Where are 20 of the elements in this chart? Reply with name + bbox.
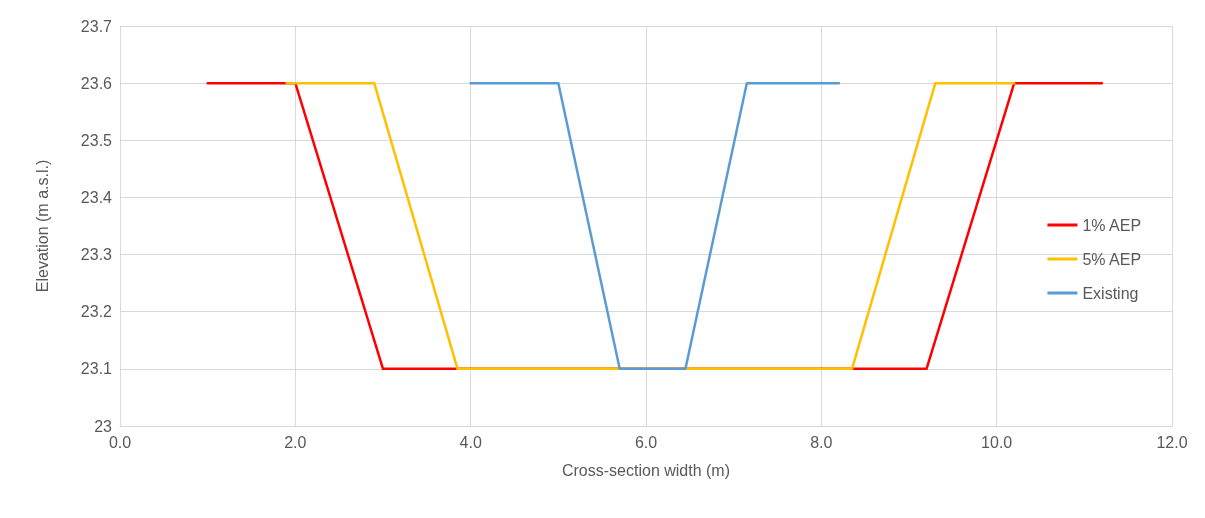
y-tick-label: 23.1 <box>80 360 113 378</box>
x-tick-label: 6.0 <box>634 433 658 451</box>
x-tick-label: 12.0 <box>1156 433 1188 451</box>
x-tick-label: 10.0 <box>981 433 1013 451</box>
y-tick-label: 23.2 <box>80 303 113 321</box>
y-axis-title: Elevation (m a.s.l.) <box>33 159 51 293</box>
y-tick-label: 23.5 <box>80 131 113 149</box>
y-tick-label: 23.7 <box>80 17 113 35</box>
y-tick-label: 23.3 <box>80 246 113 264</box>
legend-label: 5% AEP <box>1082 250 1142 268</box>
x-tick-label: 0.0 <box>108 433 132 451</box>
x-tick-label: 8.0 <box>810 433 833 451</box>
y-tick-label: 23.6 <box>80 74 113 92</box>
legend-label: 1% AEP <box>1082 216 1142 234</box>
y-tick-label: 23 <box>94 417 113 435</box>
legend-label: Existing <box>1082 284 1139 302</box>
x-axis-title: Cross-section width (m) <box>561 461 731 479</box>
y-tick-label: 23.4 <box>80 188 113 206</box>
x-tick-label: 2.0 <box>284 433 307 451</box>
x-tick-label: 4.0 <box>459 433 482 451</box>
